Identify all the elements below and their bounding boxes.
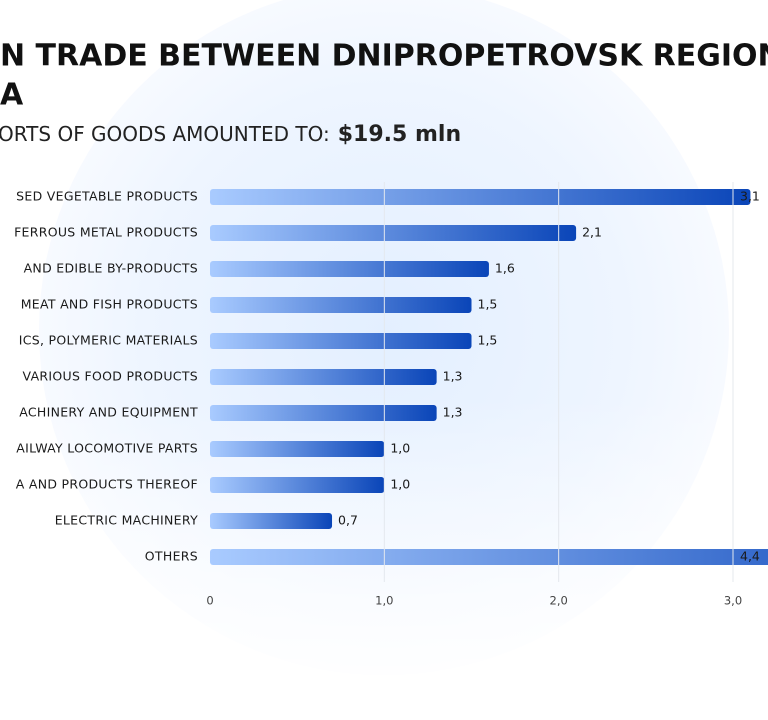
bar (210, 513, 333, 529)
value-label: 1,6 (495, 261, 515, 276)
bar (210, 297, 472, 313)
x-tick-label: 3,0 (724, 594, 742, 608)
bar (210, 333, 472, 349)
subtitle-text: ORTS OF GOODS AMOUNTED TO: (0, 122, 330, 146)
bar (210, 405, 437, 421)
bar (210, 477, 385, 493)
value-label: 4,4 (740, 549, 760, 564)
category-label: OTHERS (145, 549, 198, 564)
title-line: N TRADE BETWEEN DNIPROPETROVSK REGION (0, 39, 768, 74)
category-label: AND EDIBLE BY-PRODUCTS (24, 261, 198, 276)
subtitle: ORTS OF GOODS AMOUNTED TO: $19.5 mln (0, 122, 461, 148)
category-label: MEAT AND FISH PRODUCTS (21, 297, 198, 312)
plot (210, 189, 768, 565)
x-tick-label: 1,0 (375, 594, 393, 608)
category-label: VARIOUS FOOD PRODUCTS (23, 369, 198, 384)
value-label: 1,3 (443, 405, 463, 420)
value-label: 0,7 (338, 513, 358, 528)
x-tick-label: 0 (206, 594, 213, 608)
value-label: 2,1 (582, 225, 602, 240)
value-label: 1,5 (478, 333, 498, 348)
subtitle-value: $19.5 mln (338, 122, 461, 147)
title-line: A (0, 78, 24, 113)
bar (210, 189, 751, 205)
category-label: AILWAY LOCOMOTIVE PARTS (16, 441, 198, 456)
category-label: FERROUS METAL PRODUCTS (14, 225, 198, 240)
bar (210, 549, 768, 565)
bar (210, 369, 437, 385)
bar (210, 261, 489, 277)
category-label: A AND PRODUCTS THEREOF (16, 477, 198, 492)
x-tick-label: 2,0 (550, 594, 568, 608)
category-label: ELECTRIC MACHINERY (55, 513, 198, 528)
category-label: ICS, POLYMERIC MATERIALS (19, 333, 198, 348)
value-label: 3,1 (740, 189, 760, 204)
bar (210, 441, 385, 457)
value-label: 1,0 (390, 441, 410, 456)
value-label: 1,5 (478, 297, 498, 312)
value-label: 1,3 (443, 369, 463, 384)
category-label: ACHINERY AND EQUIPMENT (19, 405, 198, 420)
bar (210, 225, 577, 241)
category-label: SED VEGETABLE PRODUCTS (16, 189, 198, 204)
value-label: 1,0 (390, 477, 410, 492)
